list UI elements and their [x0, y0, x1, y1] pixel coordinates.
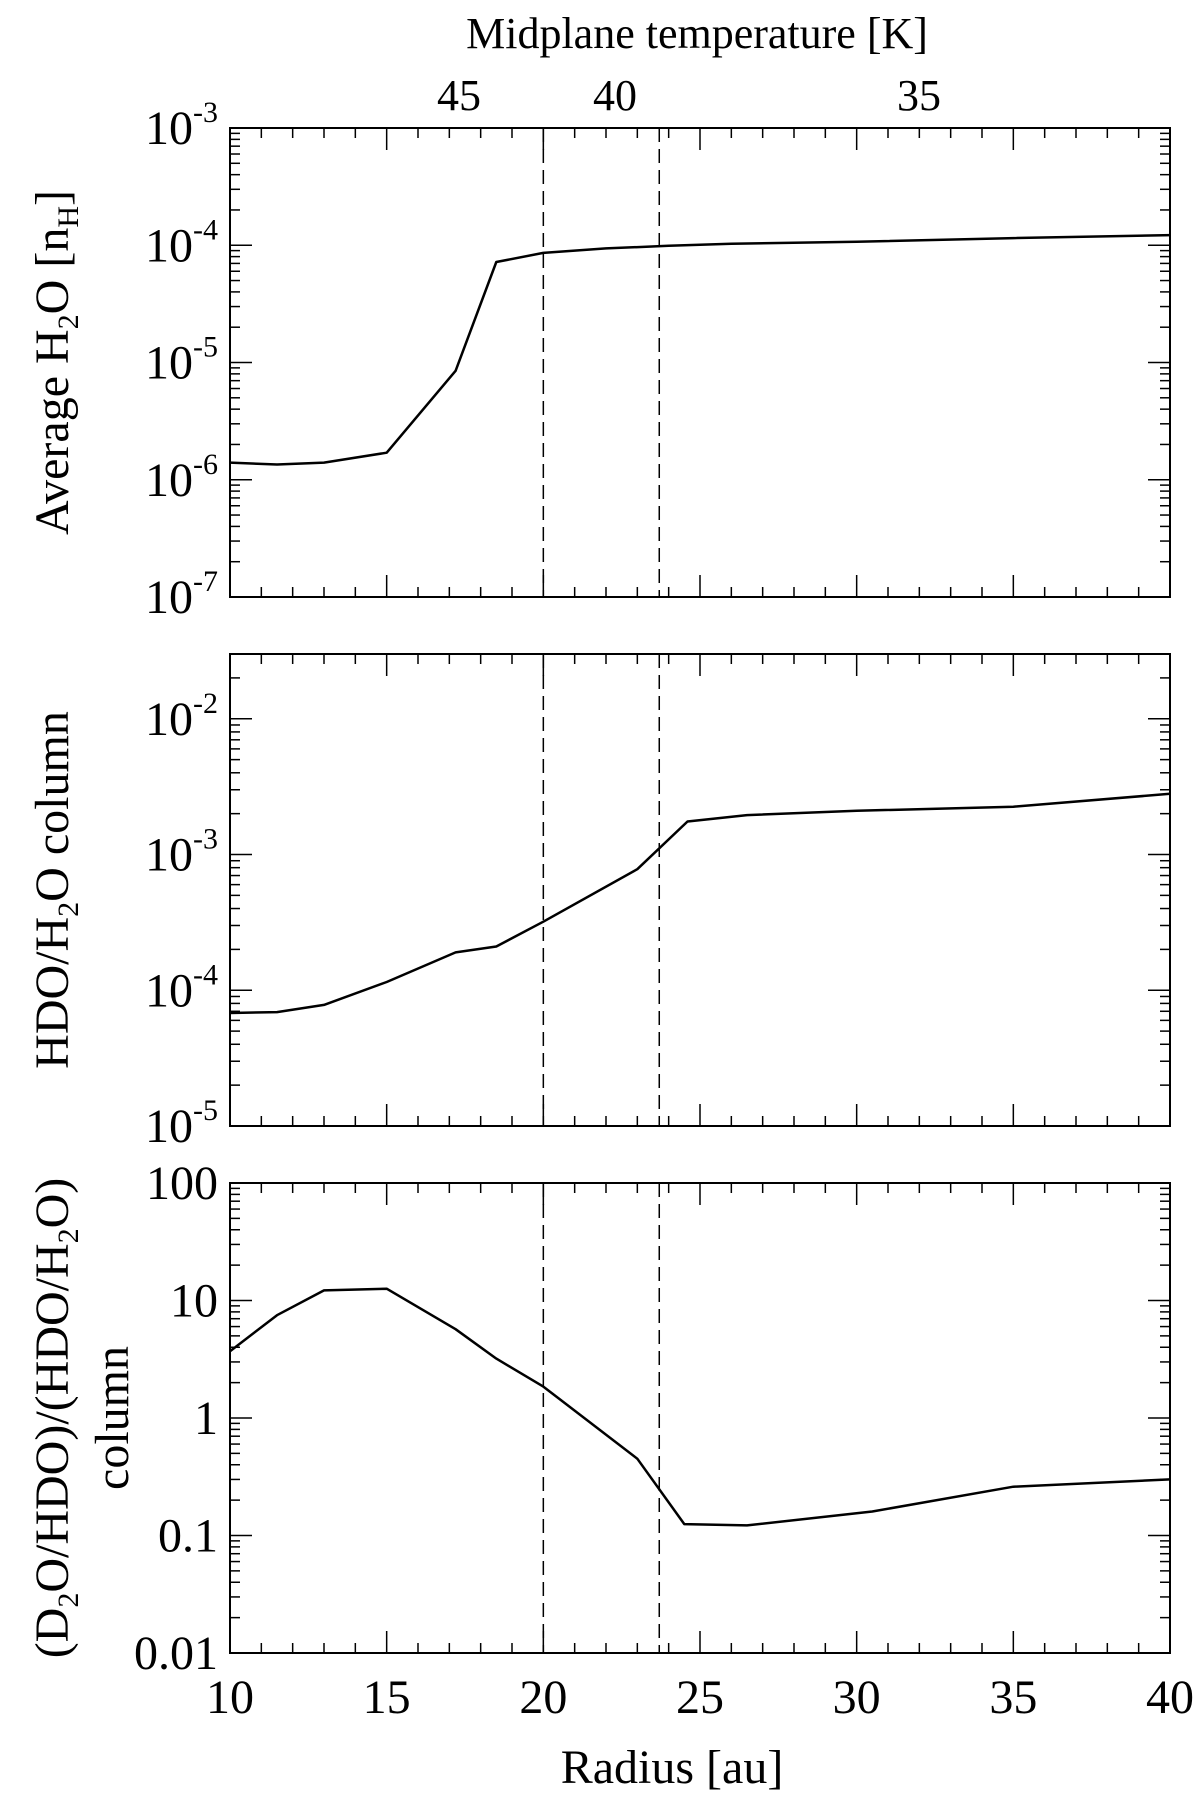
x-tick-label: 15 [363, 1671, 411, 1724]
y-tick-label: 10-4 [145, 958, 218, 1017]
y-tick-label: 0.01 [134, 1627, 218, 1680]
y-tick-label: 10-5 [145, 1094, 218, 1153]
x-tick-label: 35 [989, 1671, 1037, 1724]
panel-bottom: 100 10 1 0.1 0.01 (D2O/HDO)/(HDO/H2O)column [26, 1157, 1171, 1680]
y-tick-label: 10-4 [145, 213, 218, 272]
top-tick-label: 45 [437, 71, 481, 120]
y-tick-label: 10-3 [145, 96, 218, 155]
y-tick-label: 10-7 [145, 565, 218, 624]
plot-frame [229, 1182, 1171, 1654]
top-tick-label: 40 [593, 71, 637, 120]
y-tick-label: 0.1 [158, 1510, 218, 1563]
series-line [229, 233, 1171, 466]
panel-middle: 10-2 10-3 10-4 10-5 HDO/H2O column [26, 653, 1171, 1153]
plot-frame [229, 127, 1171, 598]
x-tick-label: 25 [676, 1671, 724, 1724]
x-tick-label: 30 [833, 1671, 881, 1724]
y-tick-label: 10-2 [145, 687, 218, 746]
y-tick-label: 100 [146, 1157, 218, 1210]
y-tick-label: 1 [194, 1392, 218, 1445]
x-axis-title: Radius [au] [561, 1741, 784, 1794]
series-line [229, 1287, 1171, 1527]
y-tick-label: 10 [170, 1275, 218, 1328]
x-tick-label: 10 [206, 1671, 254, 1724]
y-axis-title: (D2O/HDO)/(HDO/H2O) [26, 1178, 85, 1659]
y-axis-title-line2: column [86, 1346, 139, 1490]
panels: 10-3 10-4 10-5 10-6 10-7 Average H2O [nH] 10-2… [26, 71, 1194, 1724]
x-tick-label: 40 [1146, 1671, 1194, 1724]
x-tick-label: 20 [519, 1671, 567, 1724]
series-line [229, 792, 1171, 1015]
y-axis-title: HDO/H2O column [26, 711, 85, 1069]
y-tick-label: 10-3 [145, 823, 218, 882]
top-axis-title: Midplane temperature [K] [466, 9, 928, 58]
panel-top: 10-3 10-4 10-5 10-6 10-7 Average H2O [nH] [26, 96, 1171, 624]
y-axis-title: Average H2O [nH] [26, 190, 85, 535]
y-tick-label: 10-6 [145, 448, 218, 507]
y-tick-label: 10-5 [145, 331, 218, 390]
top-tick-label: 35 [897, 71, 941, 120]
plot-frame [229, 653, 1171, 1127]
